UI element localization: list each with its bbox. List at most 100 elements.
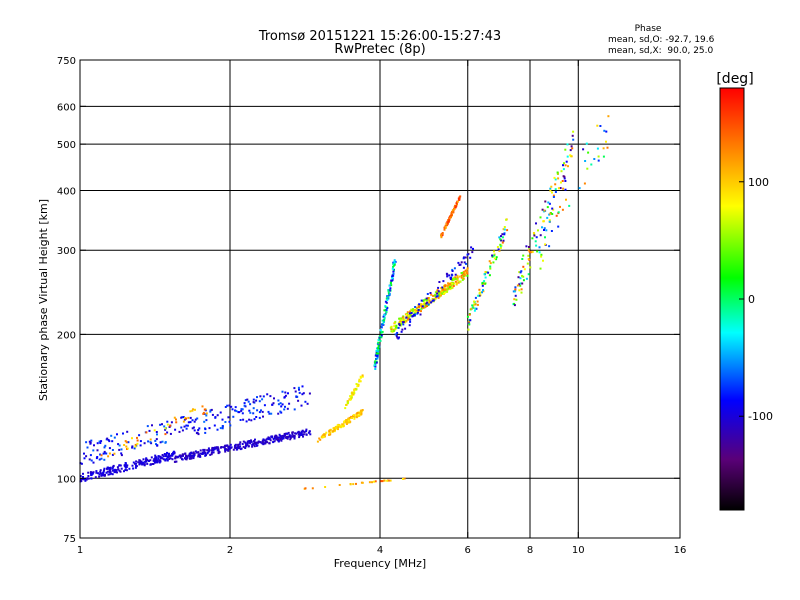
data-point: [501, 233, 504, 236]
data-point: [516, 284, 519, 287]
data-point: [527, 273, 530, 276]
data-point: [295, 395, 298, 398]
data-point: [259, 441, 262, 444]
data-point: [345, 420, 348, 423]
data-point: [448, 219, 451, 221]
data-point: [286, 407, 289, 410]
data-point: [148, 460, 150, 462]
data-point: [597, 155, 600, 158]
data-point: [427, 298, 430, 301]
data-point: [194, 418, 197, 421]
data-point: [387, 289, 390, 291]
data-point: [165, 453, 168, 456]
data-point: [350, 394, 353, 397]
data-point: [159, 460, 162, 463]
data-point: [450, 276, 452, 279]
data-point: [240, 408, 243, 411]
data-point: [549, 187, 552, 190]
data-point: [293, 387, 296, 390]
data-point: [481, 282, 484, 285]
data-point: [124, 464, 127, 467]
data-point: [87, 471, 90, 474]
data-point: [539, 267, 542, 270]
data-point: [172, 450, 175, 453]
data-point: [391, 277, 394, 280]
data-point: [98, 458, 101, 461]
data-point: [333, 430, 336, 433]
data-point: [203, 448, 206, 451]
data-point: [441, 232, 444, 235]
data-point: [169, 424, 172, 427]
data-point: [527, 258, 530, 260]
data-point: [309, 433, 312, 436]
data-point: [557, 187, 560, 190]
data-point: [458, 275, 461, 278]
data-point: [376, 357, 379, 360]
data-point: [272, 402, 275, 405]
data-point: [82, 472, 84, 475]
data-point: [273, 440, 276, 443]
data-point: [272, 438, 275, 440]
data-point: [466, 272, 469, 275]
data-point: [221, 418, 224, 421]
phase-info-o: mean, sd,O: -92.7, 19.6: [608, 35, 715, 45]
data-point: [401, 316, 404, 319]
data-point: [324, 486, 327, 488]
data-point: [242, 445, 245, 448]
data-point: [116, 433, 118, 436]
data-point: [131, 437, 133, 440]
data-point: [548, 245, 551, 248]
data-point: [85, 478, 88, 481]
data-point: [178, 430, 181, 433]
data-point: [257, 440, 260, 443]
data-point: [394, 320, 397, 323]
data-point: [224, 406, 227, 408]
data-point: [294, 390, 297, 393]
data-point: [328, 431, 331, 434]
data-point: [155, 438, 158, 441]
data-point: [548, 213, 551, 216]
data-point: [506, 229, 509, 232]
data-point: [466, 268, 469, 271]
data-point: [586, 167, 589, 170]
data-point: [128, 467, 131, 470]
data-point: [409, 314, 412, 317]
data-point: [139, 440, 142, 443]
data-point: [175, 418, 177, 421]
data-point: [150, 456, 153, 459]
data-point: [270, 412, 273, 415]
data-point: [258, 416, 261, 419]
data-point: [379, 339, 382, 342]
data-point: [228, 420, 231, 423]
data-point: [123, 470, 125, 473]
data-point: [219, 446, 222, 449]
data-point: [167, 453, 170, 456]
data-point: [546, 216, 549, 219]
data-point: [217, 447, 220, 450]
data-point: [146, 425, 149, 428]
data-point: [456, 276, 459, 279]
y-tick-label: 600: [57, 102, 76, 113]
data-point: [279, 410, 282, 413]
data-point: [514, 294, 517, 297]
data-point: [387, 290, 390, 293]
data-point: [445, 223, 448, 225]
data-point: [298, 391, 301, 394]
data-point: [377, 344, 380, 347]
data-point: [418, 304, 421, 307]
data-point: [492, 261, 495, 264]
data-point: [171, 458, 174, 461]
data-point: [186, 455, 189, 458]
data-point: [381, 480, 384, 483]
data-point: [264, 439, 267, 442]
data-point: [554, 178, 557, 181]
data-point: [413, 308, 416, 311]
data-point: [408, 312, 411, 315]
data-point: [107, 455, 110, 458]
data-point: [539, 216, 542, 219]
data-point: [451, 209, 454, 212]
data-point: [90, 473, 93, 476]
data-point: [126, 464, 129, 467]
data-point: [99, 453, 102, 456]
data-point: [159, 423, 162, 426]
